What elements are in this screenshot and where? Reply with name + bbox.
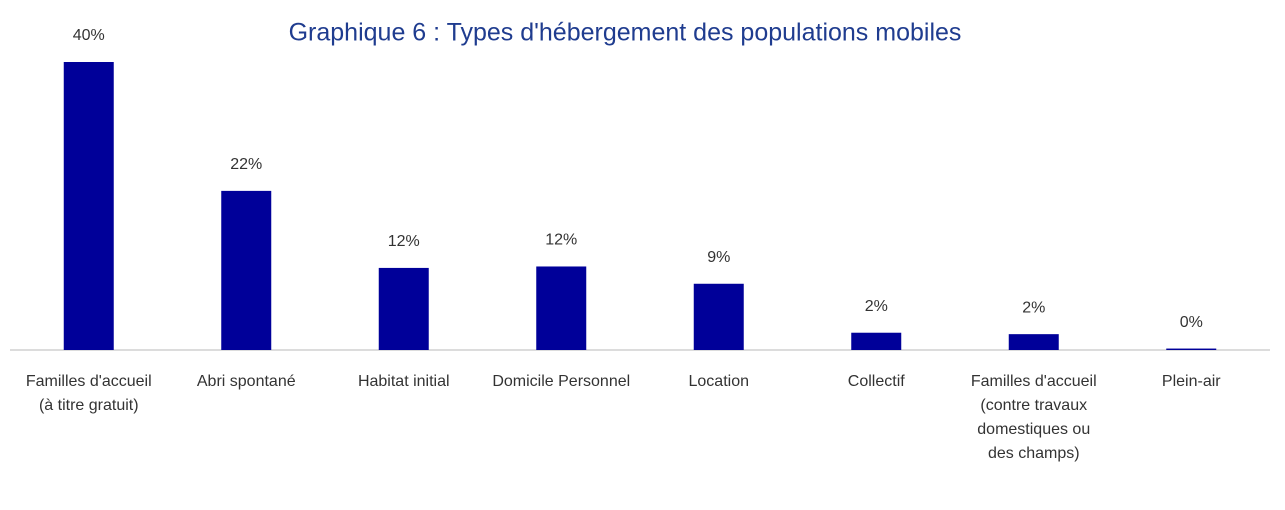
bar — [693, 283, 744, 350]
bar — [221, 190, 272, 350]
data-label: 9% — [707, 249, 730, 266]
x-tick-label: Familles d'accueil (à titre gratuit) — [25, 373, 152, 414]
data-label: 0% — [1180, 314, 1203, 331]
data-label: 2% — [1022, 299, 1045, 316]
bar — [851, 332, 902, 350]
data-label: 40% — [73, 27, 105, 44]
bar — [63, 62, 114, 350]
bar — [1166, 348, 1217, 350]
x-tick-label: Plein-air — [1161, 373, 1221, 390]
chart-title: Graphique 6 : Types d'hébergement des po… — [289, 19, 962, 47]
bar — [1008, 334, 1059, 350]
data-label: 12% — [545, 232, 577, 249]
x-tick-label: Domicile Personnel — [492, 373, 631, 390]
data-label: 12% — [388, 233, 420, 250]
x-tick-label: Abri spontané — [196, 373, 296, 390]
data-label: 2% — [865, 298, 888, 315]
x-tick-label: Familles d'accueil (contre travaux domes… — [970, 373, 1097, 462]
x-tick-label: Collectif — [847, 373, 905, 390]
bar — [378, 267, 429, 350]
x-tick-label: Habitat initial — [357, 373, 450, 390]
bar — [536, 266, 587, 350]
data-label: 22% — [230, 156, 262, 173]
x-tick-label: Location — [688, 373, 750, 390]
